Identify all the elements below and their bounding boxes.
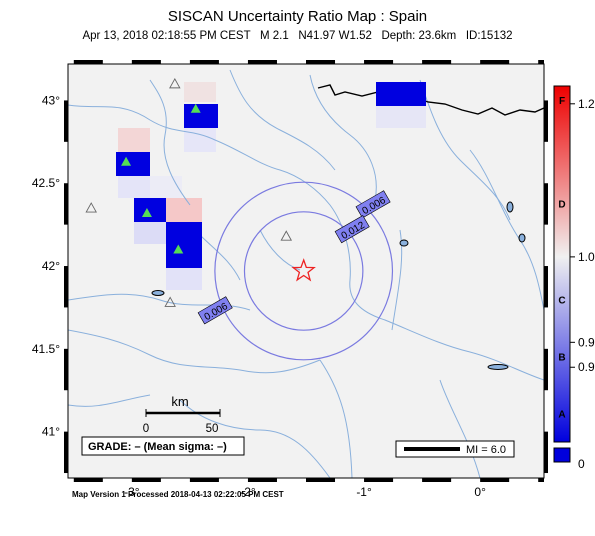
station-triangle-icon xyxy=(85,202,97,213)
scale-bar-title: km xyxy=(171,394,188,409)
longitude-tick-label: -3° xyxy=(124,485,140,499)
scale-bar: km 0 50 xyxy=(143,394,221,435)
map-frame-bands xyxy=(64,60,548,482)
uncertainty-cell xyxy=(166,268,202,290)
event-location: N41.97 W1.52 xyxy=(298,30,372,42)
colorbar-gradient xyxy=(553,85,571,443)
colorbar-tick-label: 1.2 xyxy=(578,97,595,111)
grade-text: GRADE: – (Mean sigma: –) xyxy=(88,441,227,453)
scale-bar-zero: 0 xyxy=(143,423,149,435)
latitude-tick-label: 41° xyxy=(42,425,60,439)
uncertainty-cell xyxy=(150,176,182,198)
longitude-tick-label: 0° xyxy=(474,485,486,499)
event-subtitle: Apr 13, 2018 02:18:55 PM CEST M 2.1 N41.… xyxy=(0,30,595,42)
epicenter-star-icon xyxy=(291,258,316,282)
colorbar-tick-label: 1.0 xyxy=(578,250,595,264)
uncertainty-cell xyxy=(118,128,150,152)
grade-box: GRADE: – (Mean sigma: –) xyxy=(81,436,245,456)
latitude-tick-label: 43° xyxy=(42,93,60,107)
uncertainty-cell xyxy=(134,222,166,244)
latitude-tick-label: 42.5° xyxy=(32,176,60,190)
colorbar-tick-label: 0.9 xyxy=(578,360,595,374)
station-triangle-icon xyxy=(169,77,181,89)
event-datetime: Apr 13, 2018 02:18:55 PM CEST xyxy=(82,30,251,42)
station-active-triangle-icon xyxy=(173,244,184,254)
latitude-labels: 43° 42.5° 42° 41.5° 41° xyxy=(32,93,60,438)
event-depth: Depth: 23.6km xyxy=(381,30,457,42)
longitude-tick-label: -2° xyxy=(240,485,256,499)
uncertainty-cells-faint xyxy=(118,82,426,290)
colorbar-grade-label: D xyxy=(558,199,565,210)
map-title: SISCAN Uncertainty Ratio Map : Spain xyxy=(167,8,428,25)
colorbar: 1.2 1.0 0.9 0.9 F D C B A 0 xyxy=(553,85,595,471)
event-magnitude: M 2.1 xyxy=(259,30,289,42)
colorbar-bottom-swatch xyxy=(553,447,571,463)
contour-line xyxy=(214,181,394,361)
colorbar-tick-label: 0.9 xyxy=(578,335,595,349)
uncertainty-contours xyxy=(214,181,394,361)
latitude-tick-label: 41.5° xyxy=(32,342,60,356)
coastline xyxy=(317,84,544,116)
station-active-triangle-icon xyxy=(190,103,201,113)
colorbar-grade-label: C xyxy=(558,296,565,307)
uncertainty-cell xyxy=(184,82,216,102)
contour-line xyxy=(243,211,364,331)
uncertainty-cell-blue xyxy=(134,198,166,222)
latitude-tick-label: 42° xyxy=(42,259,60,273)
uncertainty-cell xyxy=(376,106,426,128)
colorbar-grade-label: A xyxy=(558,410,565,421)
seismic-stations xyxy=(85,77,293,307)
station-triangle-icon xyxy=(164,296,176,307)
uncertainty-cell-blue xyxy=(184,104,218,128)
map-footer: Map Version 1 Processed 2018-04-13 02:22… xyxy=(72,490,284,499)
longitude-labels: -3° -2° -1° 0° xyxy=(124,485,486,499)
longitude-tick-label: -1° xyxy=(356,485,372,499)
mi-legend-text: MI = 6.0 xyxy=(466,444,506,456)
station-active-triangle-icon xyxy=(121,156,132,166)
station-triangle-icon xyxy=(280,230,293,241)
uncertainty-cells-strong xyxy=(116,82,426,268)
colorbar-ticks: 1.2 1.0 0.9 0.9 xyxy=(570,97,595,374)
reservoirs xyxy=(151,201,526,370)
station-active-triangle-icon xyxy=(141,208,152,218)
colorbar-grades: F D C B A xyxy=(558,96,565,420)
colorbar-grade-label: B xyxy=(558,353,565,364)
scale-bar-fifty: 50 xyxy=(206,423,219,435)
uncertainty-cell-blue xyxy=(116,152,150,176)
colorbar-bottom-label: 0 xyxy=(578,457,585,471)
uncertainty-cell-blue xyxy=(376,82,426,106)
event-id: ID:15132 xyxy=(465,30,513,42)
uncertainty-cell-blue xyxy=(166,222,202,268)
uncertainty-cell xyxy=(118,176,150,198)
uncertainty-cell xyxy=(184,128,216,152)
map-background xyxy=(68,64,544,478)
colorbar-grade-label: F xyxy=(559,96,565,107)
uncertainty-cell xyxy=(166,198,202,222)
mi-legend: MI = 6.0 xyxy=(395,440,515,458)
